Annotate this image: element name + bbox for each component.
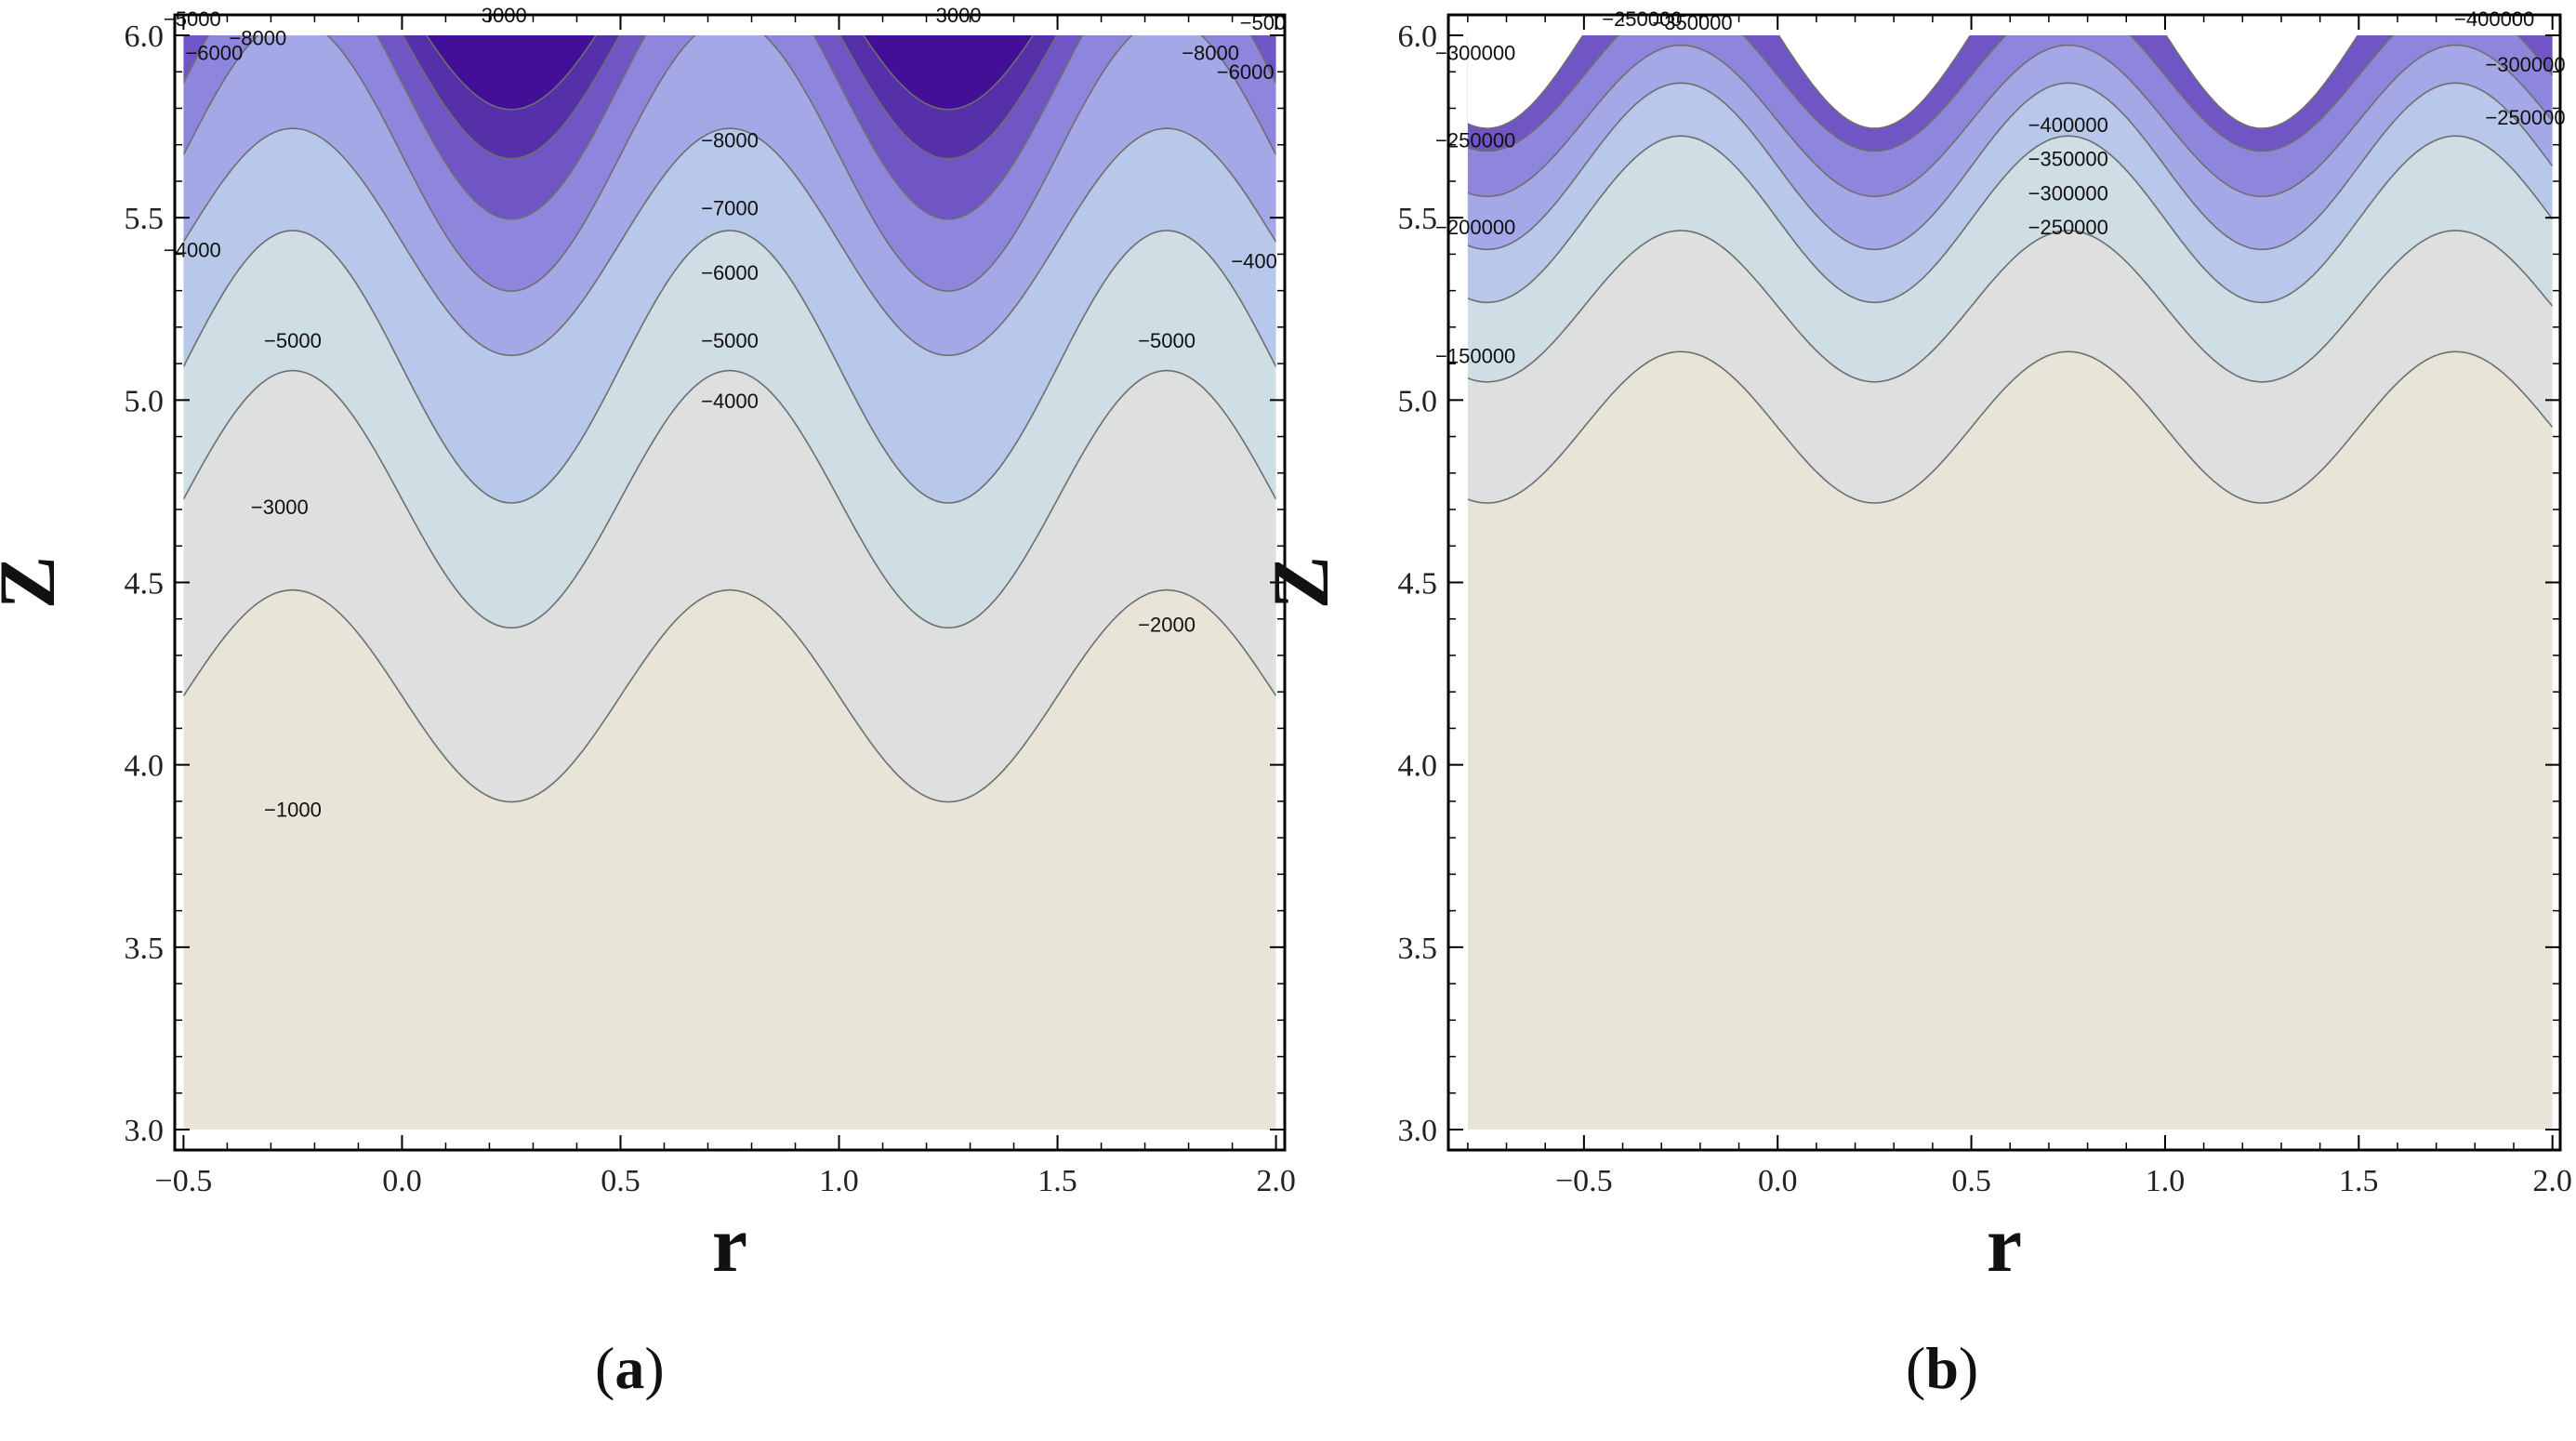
contour-fill-layer — [1467, 35, 2553, 1130]
contour-label: −400000 — [2028, 113, 2108, 137]
contour-fill-layer — [183, 35, 1276, 1130]
contour-line-2 — [1467, 230, 2553, 383]
contour-label: −8000 — [701, 128, 759, 152]
x-axis-ticks: −0.5 0.0 0.5 1.0 1.5 2.0 — [1467, 15, 2572, 1198]
contour-label: −5000 — [1138, 329, 1196, 352]
contour-label: −6000 — [1217, 60, 1275, 84]
x-tick-label: 1.5 — [2339, 1164, 2379, 1198]
panel-a-caption-letter: a — [614, 1335, 645, 1401]
contour-line-5 — [183, 35, 1276, 292]
panel-a-caption-close: ) — [644, 1335, 665, 1401]
x-axis-label: r — [712, 1199, 747, 1289]
x-tick-label: 1.0 — [2146, 1164, 2186, 1198]
x-axis-label: r — [1987, 1199, 2022, 1289]
contour-label: −6000 — [701, 261, 759, 284]
contour-line-1 — [183, 588, 1276, 803]
y-tick-label: 5.5 — [125, 202, 165, 236]
contour-label: −5000 — [264, 329, 322, 352]
x-tick-label: 2.0 — [2532, 1164, 2572, 1198]
contour-line-3 — [1467, 135, 2553, 304]
y-axis-ticks: 3.0 3.5 4.0 4.5 5.0 5.5 6.0 — [125, 20, 1285, 1148]
x-tick-label: 1.5 — [1037, 1164, 1077, 1198]
contour-band-8 — [426, 35, 1034, 110]
contour-label: −4000 — [164, 238, 221, 261]
contour-line-1 — [1467, 350, 2553, 504]
contour-line-4 — [183, 127, 1276, 357]
panel-b-caption-letter: b — [1925, 1335, 1959, 1401]
y-tick-label: 4.5 — [1398, 567, 1438, 602]
contour-label: −300000 — [2485, 53, 2565, 76]
panel-b-caption-close: ) — [1958, 1335, 1979, 1401]
x-tick-label: 0.0 — [382, 1164, 422, 1198]
panel-a-caption: (a) — [595, 1334, 665, 1403]
y-tick-label: 5.5 — [1398, 202, 1438, 236]
x-tick-label: −0.5 — [1555, 1164, 1613, 1198]
y-tick-label: 5.0 — [125, 384, 165, 418]
x-tick-label: 0.5 — [1951, 1164, 1991, 1198]
contour-label: −8000 — [229, 26, 286, 49]
y-axis-ticks: 3.0 3.5 4.0 4.5 5.0 5.5 6.0 — [1398, 20, 2560, 1148]
x-axis-ticks: −0.5 0.0 0.5 1.0 1.5 2.0 — [155, 15, 1296, 1198]
y-tick-label: 4.0 — [1398, 749, 1438, 784]
panel-b-caption: (b) — [1906, 1334, 1978, 1403]
contour-line-3 — [183, 230, 1276, 504]
contour-label: −2000 — [1138, 613, 1196, 636]
x-tick-label: 1.0 — [819, 1164, 859, 1198]
y-tick-label: 3.0 — [125, 1114, 165, 1148]
panel-b-contour-plot: −150000−200000−250000−300000−250000−3500… — [1256, 7, 2572, 1289]
panel-b-caption-open: ( — [1906, 1335, 1926, 1401]
y-tick-label: 4.5 — [125, 567, 165, 602]
contour-label: −250000 — [1602, 7, 1682, 31]
contour-label: −6000 — [185, 42, 243, 65]
panel-a-contour-plot: −1000−2000−3000−3000 −3000−4000−4000−400−… — [0, 4, 1296, 1289]
y-tick-label: 3.0 — [1398, 1114, 1438, 1148]
x-tick-label: 0.0 — [1758, 1164, 1798, 1198]
contour-label: −1000 — [264, 799, 322, 822]
contour-label: −8000 — [1182, 42, 1239, 65]
y-tick-label: 3.5 — [125, 932, 165, 966]
x-tick-label: 2.0 — [1256, 1164, 1296, 1198]
contour-line-2 — [183, 369, 1276, 629]
y-axis-label: Z — [1256, 556, 1345, 609]
contour-label: −250000 — [2028, 216, 2108, 239]
y-tick-label: 6.0 — [1398, 20, 1438, 54]
contour-label: −350000 — [2028, 148, 2108, 171]
contour-label: −400 — [1231, 250, 1277, 273]
contour-label: −3000 — [251, 496, 309, 519]
contour-label: −250000 — [2485, 106, 2565, 129]
contour-labels: −1000−2000−3000−3000 −3000−4000−4000−400−… — [164, 4, 1286, 822]
panel-a-caption-open: ( — [595, 1335, 615, 1401]
contour-line-4 — [1467, 82, 2553, 251]
contour-label: −5000 — [164, 7, 221, 31]
contour-band-7 — [1467, 35, 2358, 129]
y-tick-label: 4.0 — [125, 749, 165, 784]
contour-label: −4000 — [701, 390, 759, 413]
y-tick-label: 3.5 — [1398, 932, 1438, 966]
contour-line-6 — [1467, 35, 2553, 152]
y-tick-label: 5.0 — [1398, 384, 1438, 418]
x-tick-label: −0.5 — [155, 1164, 213, 1198]
y-axis-label: Z — [0, 556, 72, 609]
x-tick-label: 0.5 — [601, 1164, 641, 1198]
contour-label: −5000 — [701, 329, 759, 352]
y-tick-label: 6.0 — [125, 20, 165, 54]
contour-label: −400000 — [2454, 7, 2534, 31]
contour-label: −300000 — [2028, 181, 2108, 205]
contour-line-5 — [1467, 44, 2553, 198]
contour-label: −7000 — [701, 197, 759, 220]
